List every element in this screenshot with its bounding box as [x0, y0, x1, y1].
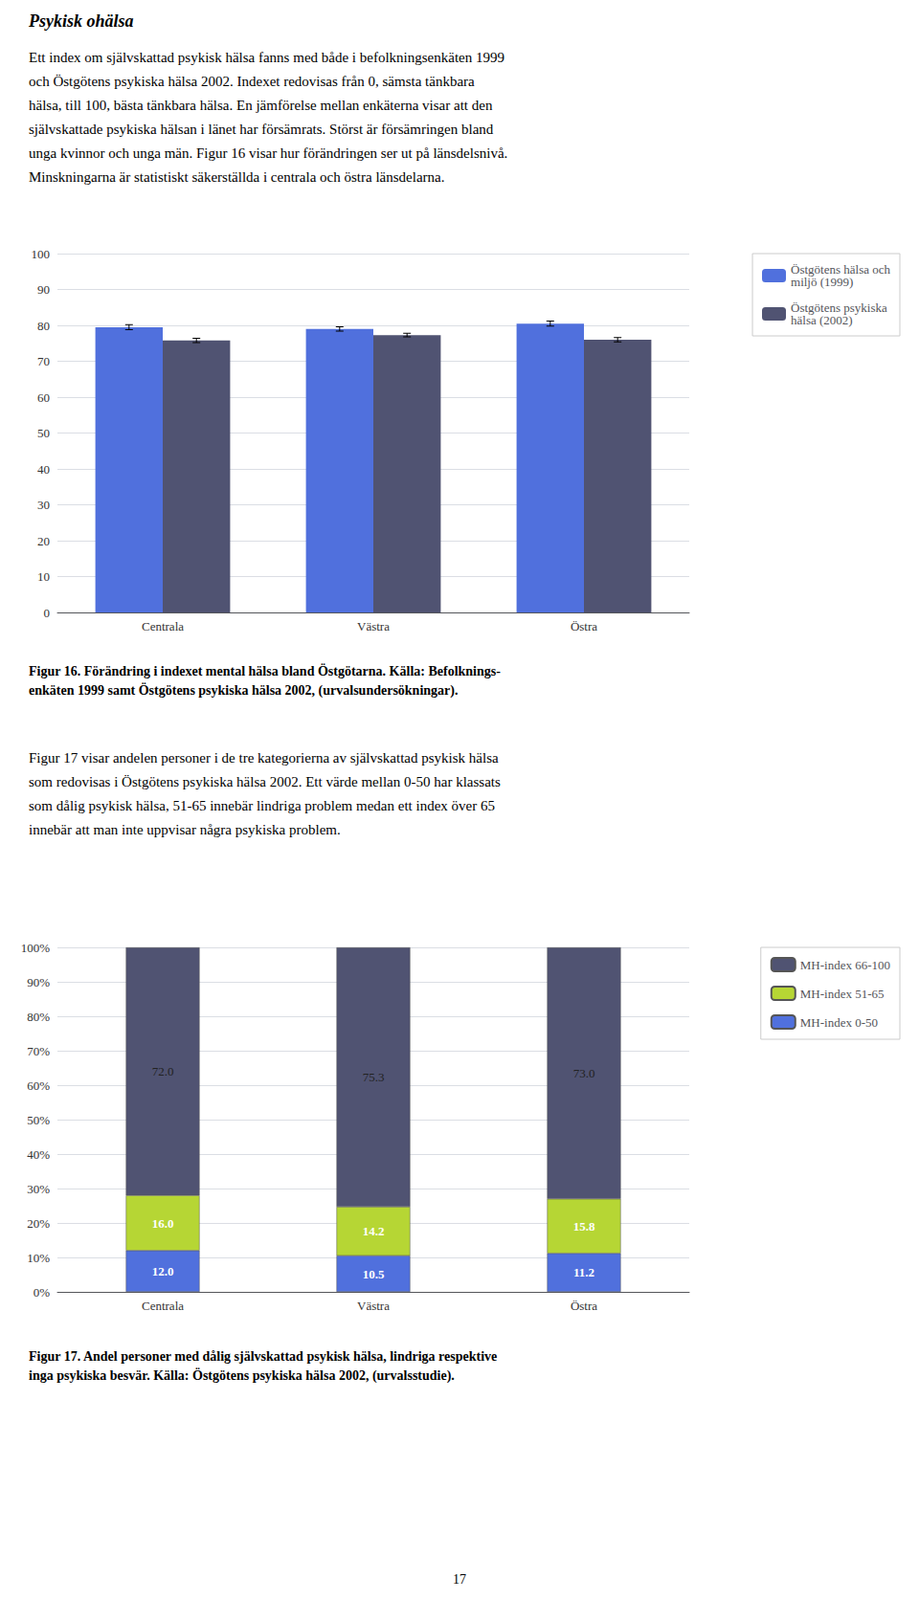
svg-text:70: 70	[37, 354, 50, 369]
svg-text:72.0: 72.0	[152, 1064, 175, 1079]
svg-text:Östgötens hälsa och: Östgötens hälsa och	[790, 262, 891, 277]
svg-text:10: 10	[37, 569, 50, 584]
svg-text:40: 40	[37, 462, 50, 477]
svg-text:MH-index 0-50: MH-index 0-50	[800, 1015, 878, 1031]
svg-text:14.2: 14.2	[362, 1224, 385, 1239]
html-text:Figur 16. Förändring i indexet: Figur 16. Förändring i indexet mental hä…	[28, 664, 501, 698]
svg-text:0%: 0%	[33, 1285, 51, 1301]
svg-text:10%: 10%	[26, 1251, 50, 1266]
html-text:Figur 17. Andel personer med d: Figur 17. Andel personer med dålig själv…	[28, 1349, 498, 1384]
svg-text:50: 50	[37, 425, 50, 441]
svg-text:20: 20	[37, 534, 50, 549]
svg-text:Östgötens psykiska: Östgötens psykiska	[790, 300, 888, 315]
svg-text:Västra: Västra	[357, 1299, 390, 1314]
svg-text:Centrala: Centrala	[141, 619, 184, 634]
svg-text:100%: 100%	[21, 941, 51, 956]
svg-text:80%: 80%	[26, 1009, 50, 1025]
svg-text:80: 80	[37, 318, 50, 334]
svg-text:11.2: 11.2	[573, 1265, 595, 1280]
html-text:Figur 17 visar andelen persone: Figur 17 visar andelen personer i de tre…	[28, 750, 501, 838]
svg-text:30: 30	[37, 497, 50, 513]
svg-text:Östra: Östra	[570, 1299, 598, 1314]
svg-text:90: 90	[37, 282, 50, 297]
svg-text:30%: 30%	[26, 1182, 50, 1197]
svg-text:MH-index 51-65: MH-index 51-65	[800, 986, 885, 1002]
svg-text:0: 0	[44, 605, 51, 621]
svg-text:hälsa (2002): hälsa (2002)	[790, 313, 853, 328]
svg-text:12.0: 12.0	[152, 1264, 175, 1279]
svg-text:75.3: 75.3	[362, 1070, 385, 1085]
svg-text:Östra: Östra	[570, 619, 598, 634]
svg-text:70%: 70%	[26, 1044, 50, 1059]
svg-text:miljö (1999): miljö (1999)	[790, 274, 853, 290]
svg-text:90%: 90%	[26, 975, 50, 990]
svg-text:16.0: 16.0	[152, 1216, 175, 1232]
svg-text:MH-index 66-100: MH-index 66-100	[800, 958, 891, 973]
svg-text:60%: 60%	[26, 1078, 50, 1094]
svg-text:50%: 50%	[26, 1113, 50, 1128]
svg-text:100: 100	[31, 246, 51, 262]
html-text:17: 17	[452, 1572, 467, 1588]
svg-text:60: 60	[37, 390, 50, 405]
svg-text:40%: 40%	[26, 1147, 50, 1163]
svg-text:73.0: 73.0	[573, 1066, 596, 1081]
svg-text:20%: 20%	[26, 1216, 50, 1232]
svg-text:15.8: 15.8	[573, 1219, 596, 1234]
html-text:Ett index om självskattad psyk: Ett index om självskattad psykisk hälsa …	[28, 49, 508, 185]
svg-text:Centrala: Centrala	[141, 1299, 184, 1314]
svg-text:Västra: Västra	[357, 619, 390, 634]
svg-text:10.5: 10.5	[362, 1267, 385, 1282]
html-text:Psykisk ohälsa: Psykisk ohälsa	[28, 11, 134, 31]
